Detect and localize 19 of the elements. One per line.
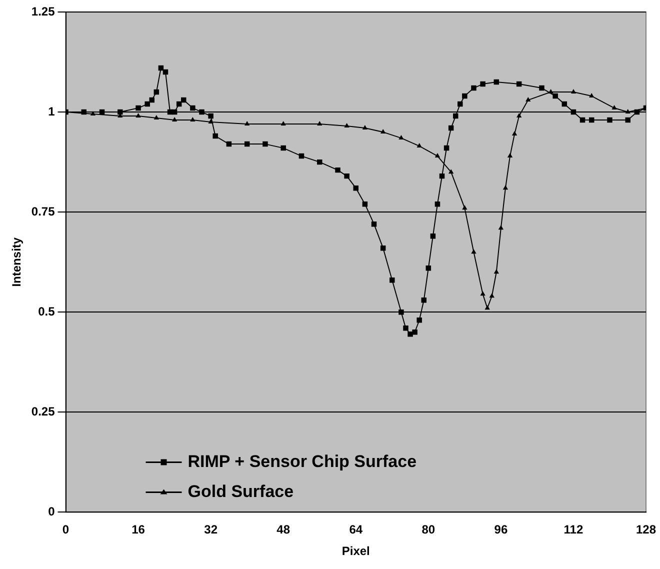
y-tick-label: 1.25	[31, 4, 56, 18]
x-tick-label: 48	[276, 522, 290, 537]
x-tick-label: 128	[636, 522, 656, 537]
x-tick-label: 16	[132, 522, 146, 537]
y-tick-label: 0.75	[31, 204, 56, 218]
y-axis-title: Intensity	[10, 237, 24, 287]
x-tick-label: 112	[564, 522, 584, 537]
x-tick-label: 96	[494, 522, 508, 537]
y-tick-label: 0.25	[31, 404, 56, 418]
legend-label: RIMP + Sensor Chip Surface	[188, 452, 417, 471]
x-axis-title: Pixel	[342, 544, 370, 558]
y-tick-label: 0.5	[38, 304, 56, 318]
x-tick-label: 0	[62, 522, 70, 537]
y-tick-label: 1	[48, 104, 56, 118]
x-tick-label: 80	[422, 522, 436, 537]
legend-label: Gold Surface	[188, 482, 294, 501]
x-tick-label: 32	[204, 522, 218, 537]
x-tick-label: 64	[349, 522, 363, 537]
y-tick-label: 0	[48, 504, 56, 519]
